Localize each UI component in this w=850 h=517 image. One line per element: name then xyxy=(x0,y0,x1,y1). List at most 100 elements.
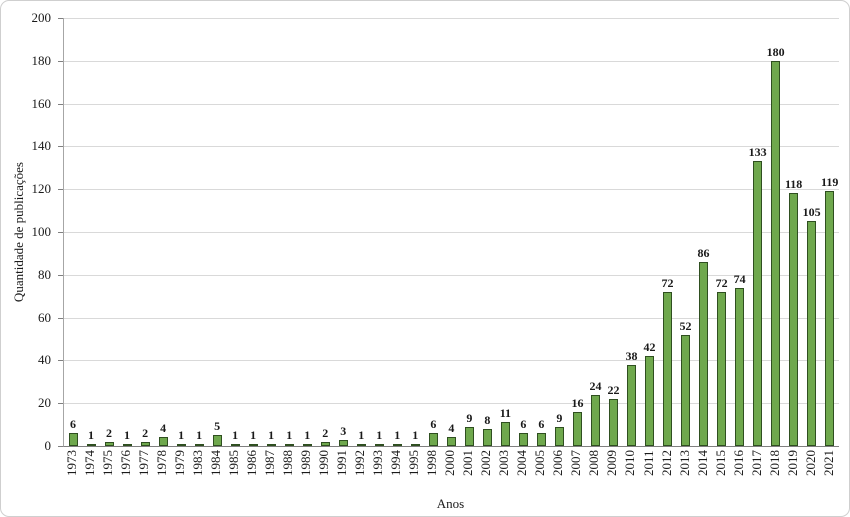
x-tick-label: 2000 xyxy=(442,450,458,476)
x-tick-label: 1984 xyxy=(208,450,224,476)
bar-value-label: 133 xyxy=(748,145,767,160)
gridline xyxy=(64,146,839,148)
bar xyxy=(500,422,510,446)
x-tick: 1974 xyxy=(81,450,99,476)
bar-group: 2 xyxy=(316,18,334,446)
bar xyxy=(590,394,600,446)
y-tick-mark xyxy=(58,146,63,148)
bar-value-label: 3 xyxy=(340,423,347,438)
bar-value-label: 52 xyxy=(679,318,692,333)
bar-group: 6 xyxy=(514,18,532,446)
bar-group: 72 xyxy=(713,18,731,446)
x-tick: 2015 xyxy=(712,450,730,476)
bar-group: 2 xyxy=(100,18,118,446)
bar-group: 8 xyxy=(478,18,496,446)
bar xyxy=(140,441,150,446)
x-tick-label: 2018 xyxy=(766,450,782,476)
bar-value-label: 118 xyxy=(784,177,803,192)
bar-group: 42 xyxy=(641,18,659,446)
x-tick-label: 1990 xyxy=(316,450,332,476)
y-tick-mark xyxy=(58,18,63,19)
x-tick-label: 1994 xyxy=(388,450,404,476)
bar-group: 4 xyxy=(442,18,460,446)
x-tick: 1994 xyxy=(387,450,405,476)
x-tick-label: 1976 xyxy=(118,450,134,476)
bar-value-label: 1 xyxy=(358,427,365,442)
gridline xyxy=(64,403,839,405)
bar-group: 1 xyxy=(118,18,136,446)
bar-group: 11 xyxy=(496,18,514,446)
bar xyxy=(266,443,276,446)
x-tick-label: 1978 xyxy=(154,450,170,476)
bar-value-label: 2 xyxy=(106,425,113,440)
x-axis-ticks: 1973 1974 1975 1976 1977 1978 1979 1983 1984 1985… xyxy=(63,450,838,476)
bar xyxy=(608,398,618,446)
bars-container: 6 1 2 1 2 4 1 1 5 1 1 1 1 1 2 3 1 1 1 1 6 4 9 8 11 6 6 9 16 24 22 38 42 7… xyxy=(64,18,839,446)
bar-group: 5 xyxy=(208,18,226,446)
bar-group: 1 xyxy=(370,18,388,446)
bar-value-label: 42 xyxy=(643,340,656,355)
y-tick-label: 60 xyxy=(38,309,51,325)
gridline xyxy=(64,360,839,362)
x-tick: 2020 xyxy=(802,450,820,476)
x-tick: 2001 xyxy=(459,450,477,476)
x-tick: 1988 xyxy=(279,450,297,476)
bar-value-label: 16 xyxy=(571,395,584,410)
x-tick-label: 1988 xyxy=(280,450,296,476)
bar xyxy=(536,433,546,446)
bar xyxy=(230,443,240,446)
bar xyxy=(248,443,258,446)
bar xyxy=(717,291,727,446)
bar xyxy=(374,443,384,446)
y-tick-mark xyxy=(58,446,63,447)
bar-group: 72 xyxy=(659,18,677,446)
y-tick-label: 20 xyxy=(38,395,51,411)
x-tick: 2010 xyxy=(621,450,639,476)
bar xyxy=(789,193,799,446)
bar xyxy=(807,221,817,446)
bar-value-label: 180 xyxy=(766,44,785,59)
x-tick: 1986 xyxy=(243,450,261,476)
x-tick: 2021 xyxy=(820,450,838,476)
x-tick: 1977 xyxy=(135,450,153,476)
y-tick-label: 140 xyxy=(31,138,52,154)
bar-value-label: 1 xyxy=(250,427,257,442)
bar xyxy=(753,161,763,446)
x-tick-label: 2002 xyxy=(478,450,494,476)
bar-value-label: 1 xyxy=(124,427,131,442)
bar xyxy=(572,411,582,446)
bar xyxy=(104,441,114,446)
x-tick-label: 2006 xyxy=(550,450,566,476)
x-tick: 1985 xyxy=(225,450,243,476)
bar xyxy=(194,443,204,446)
x-tick: 2008 xyxy=(585,450,603,476)
x-tick-label: 2017 xyxy=(748,450,764,476)
gridline xyxy=(64,60,839,62)
bar-value-label: 5 xyxy=(214,419,221,434)
x-tick-label: 1989 xyxy=(298,450,314,476)
bar-value-label: 72 xyxy=(661,275,674,290)
x-tick-label: 1992 xyxy=(352,450,368,476)
x-tick: 2014 xyxy=(694,450,712,476)
bar-value-label: 1 xyxy=(376,427,383,442)
bar xyxy=(626,364,636,446)
x-tick: 1976 xyxy=(117,450,135,476)
bar-value-label: 4 xyxy=(160,421,167,436)
x-tick: 2002 xyxy=(477,450,495,476)
bar-value-label: 1 xyxy=(304,427,311,442)
x-tick-label: 2007 xyxy=(568,450,584,476)
bar xyxy=(554,426,564,446)
x-tick-label: 1995 xyxy=(406,450,422,476)
bar-value-label: 1 xyxy=(394,427,401,442)
bar-value-label: 1 xyxy=(232,427,239,442)
bar-group: 1 xyxy=(244,18,262,446)
bar-group: 1 xyxy=(262,18,280,446)
y-tick-mark xyxy=(58,103,63,105)
x-tick-label: 1973 xyxy=(64,450,79,476)
x-tick-label: 1977 xyxy=(136,450,152,476)
bar-group: 6 xyxy=(424,18,442,446)
x-tick: 1991 xyxy=(333,450,351,476)
bar-group: 3 xyxy=(334,18,352,446)
x-tick: 2009 xyxy=(603,450,621,476)
